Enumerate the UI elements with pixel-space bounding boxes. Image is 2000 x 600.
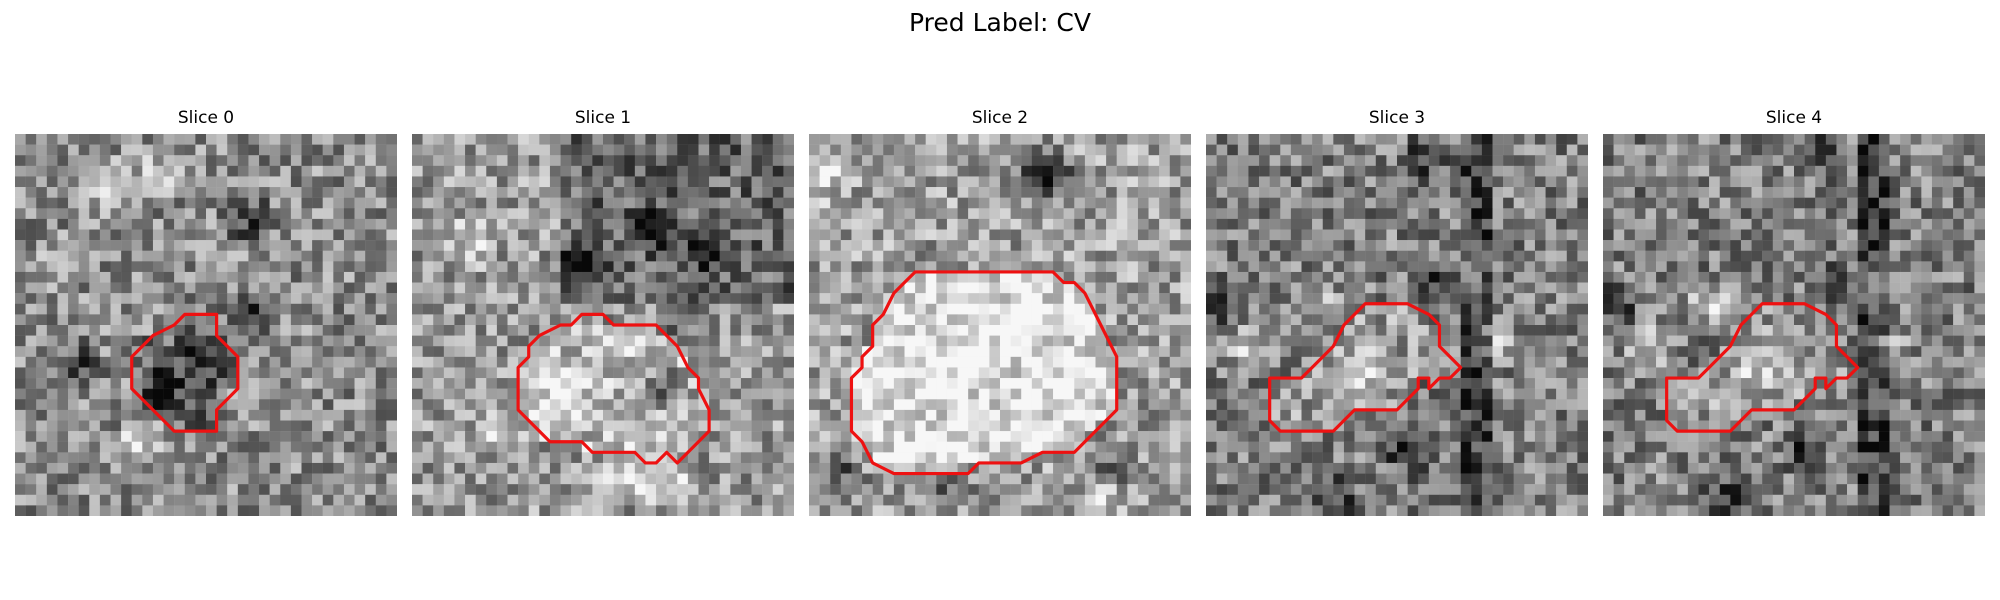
segmentation-contour [1268, 302, 1463, 433]
slice-panel-4: Slice 4 [1603, 108, 1985, 520]
pixel-grid [412, 134, 794, 516]
segmentation-contour [1665, 302, 1860, 433]
figure-title: Pred Label: CV [909, 8, 1091, 37]
pixel-grid [809, 134, 1191, 516]
slice-panel-3: Slice 3 [1206, 108, 1588, 520]
segmentation-contour [516, 312, 711, 465]
slice-image-1 [412, 134, 794, 516]
slice-title-2: Slice 2 [971, 108, 1029, 128]
pixel-grid [1603, 134, 1985, 516]
slice-panel-1: Slice 1 [412, 108, 794, 520]
slice-image-4 [1603, 134, 1985, 516]
slice-panel-2: Slice 2 [809, 108, 1191, 520]
segmentation-contour [849, 270, 1119, 476]
slice-panel-0: Slice 0 [15, 108, 397, 520]
slice-image-2 [809, 134, 1191, 516]
slice-title-3: Slice 3 [1368, 108, 1426, 128]
slice-title-4: Slice 4 [1765, 108, 1823, 128]
slice-title-1: Slice 1 [574, 108, 632, 128]
pixel-grid [15, 134, 397, 516]
pixel-grid [1206, 134, 1588, 516]
slice-image-0 [15, 134, 397, 516]
segmentation-contour [130, 312, 240, 433]
slice-image-3 [1206, 134, 1588, 516]
slice-title-0: Slice 0 [177, 108, 235, 128]
